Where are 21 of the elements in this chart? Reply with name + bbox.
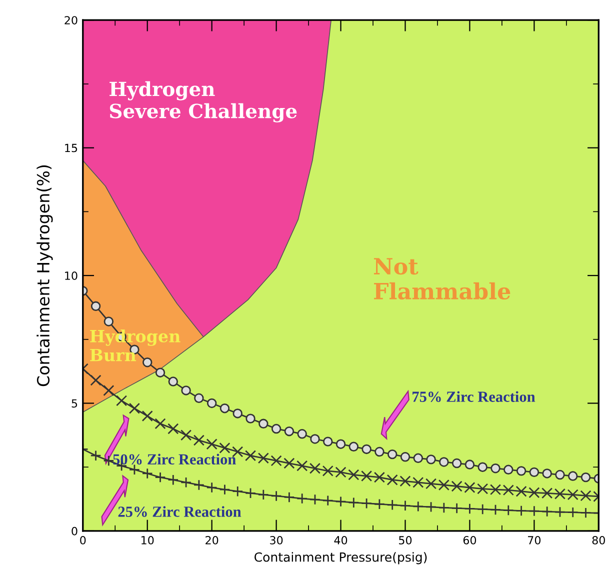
annotation: 50% Zirc Reaction — [113, 454, 236, 465]
annotation: Not Flammable — [374, 258, 510, 300]
x-tick-label: 20 — [206, 536, 218, 544]
x-tick-label: 10 — [142, 536, 154, 544]
y-tick-label: 10 — [65, 271, 78, 280]
annotation: Hydrogen Severe Challenge — [110, 81, 297, 122]
x-tick-label: 70 — [528, 536, 541, 544]
y-tick-label: 20 — [64, 16, 78, 24]
x-tick-label: 80 — [592, 536, 605, 544]
annotation: 25% Zirc Reaction — [118, 506, 242, 517]
x-tick-label: 40 — [334, 536, 348, 544]
annotation: 75% Zirc Reaction — [412, 391, 536, 402]
y-tick-label: 15 — [65, 144, 78, 152]
y-axis-title: Containment Hydrogen(%) — [36, 165, 53, 386]
y-tick-label: 0 — [72, 526, 78, 536]
x-tick-label: 30 — [270, 536, 283, 544]
x-tick-label: 50 — [399, 536, 412, 544]
y-tick-label: 5 — [72, 399, 78, 408]
x-tick-label: 0 — [80, 536, 86, 544]
x-tick-label: 60 — [463, 536, 476, 544]
x-axis-title: Containment Pressure(psig) — [254, 552, 427, 564]
